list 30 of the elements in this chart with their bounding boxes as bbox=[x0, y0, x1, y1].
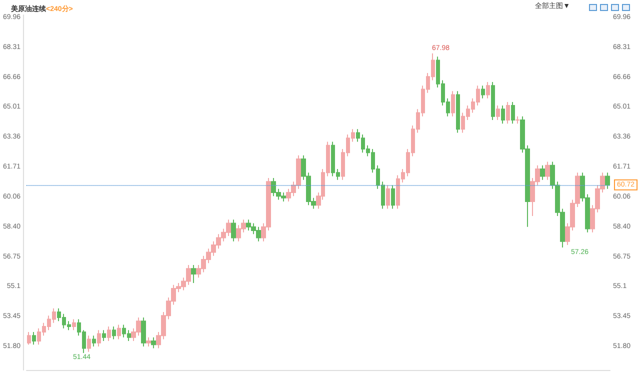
candlestick bbox=[72, 318, 76, 331]
candlestick bbox=[151, 336, 156, 349]
candlestick bbox=[32, 331, 36, 346]
candlestick bbox=[496, 105, 500, 121]
candlestick bbox=[386, 184, 390, 210]
candlestick bbox=[92, 335, 96, 347]
candlestick bbox=[486, 82, 490, 99]
candlestick bbox=[146, 336, 151, 347]
candlestick bbox=[112, 326, 116, 340]
candlestick bbox=[511, 101, 515, 124]
candlestick bbox=[515, 116, 520, 124]
candlestick bbox=[501, 105, 505, 124]
candlestick bbox=[481, 85, 485, 99]
candlestick bbox=[191, 264, 196, 284]
candlestick bbox=[27, 331, 31, 346]
candlestick bbox=[391, 184, 395, 210]
candlestick bbox=[231, 219, 236, 242]
candlestick bbox=[87, 335, 91, 352]
candlestick bbox=[141, 316, 146, 347]
candlestick bbox=[506, 101, 510, 124]
candlestick bbox=[491, 82, 495, 121]
candlestick bbox=[456, 90, 460, 134]
candlestick bbox=[97, 330, 101, 347]
candlestick bbox=[117, 324, 121, 340]
candlestick bbox=[102, 330, 106, 342]
candlestick bbox=[540, 164, 545, 180]
candlestick bbox=[451, 90, 455, 117]
candlestick bbox=[107, 326, 111, 342]
candlestick bbox=[545, 161, 550, 180]
candlestick bbox=[605, 172, 610, 190]
